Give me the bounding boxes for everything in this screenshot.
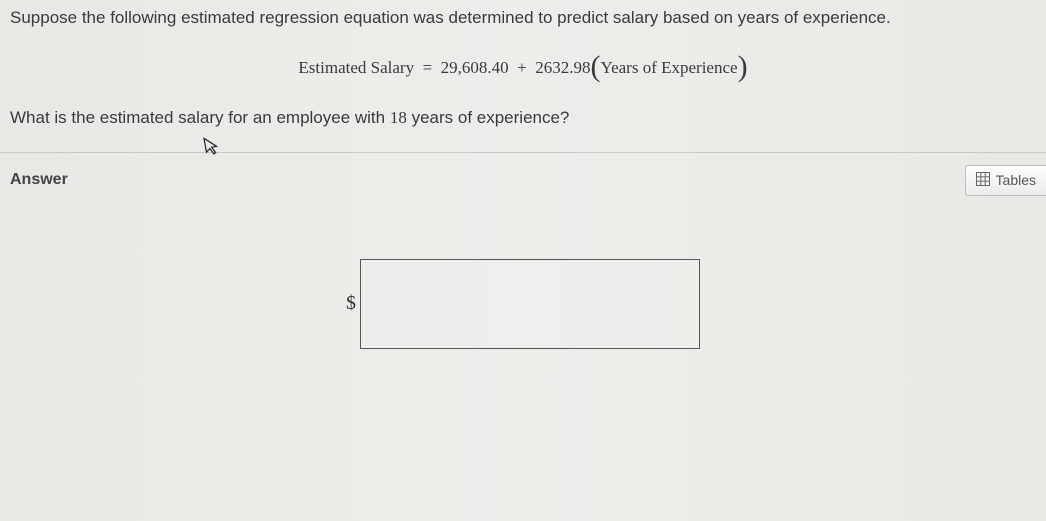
equation-intercept: 29,608.40	[441, 58, 509, 77]
close-paren: )	[738, 50, 748, 83]
equals-sign: =	[423, 58, 433, 77]
equation-term-label: Years of Experience	[601, 58, 738, 77]
open-paren: (	[591, 50, 601, 83]
question-area: Suppose the following estimated regressi…	[0, 0, 1046, 128]
plus-sign: +	[517, 58, 527, 77]
regression-equation: Estimated Salary = 29,608.40 + 2632.98(Y…	[10, 58, 1036, 78]
question-intro: Suppose the following estimated regressi…	[10, 6, 1036, 30]
tables-button-label: Tables	[996, 172, 1036, 188]
answer-input-row: $	[10, 259, 1036, 349]
answer-label: Answer	[10, 171, 1036, 189]
equation-slope: 2632.98	[535, 58, 590, 77]
answer-section: Answer Tables $	[0, 153, 1046, 349]
currency-symbol: $	[346, 292, 356, 315]
tables-icon	[976, 172, 990, 189]
salary-answer-input[interactable]	[360, 259, 700, 349]
followup-prefix: What is the estimated salary for an empl…	[10, 108, 390, 127]
years-value: 18	[390, 108, 407, 127]
question-followup: What is the estimated salary for an empl…	[10, 108, 1036, 128]
followup-suffix: years of experience?	[407, 108, 570, 127]
equation-lhs: Estimated Salary	[298, 58, 414, 77]
tables-button[interactable]: Tables	[965, 165, 1046, 196]
